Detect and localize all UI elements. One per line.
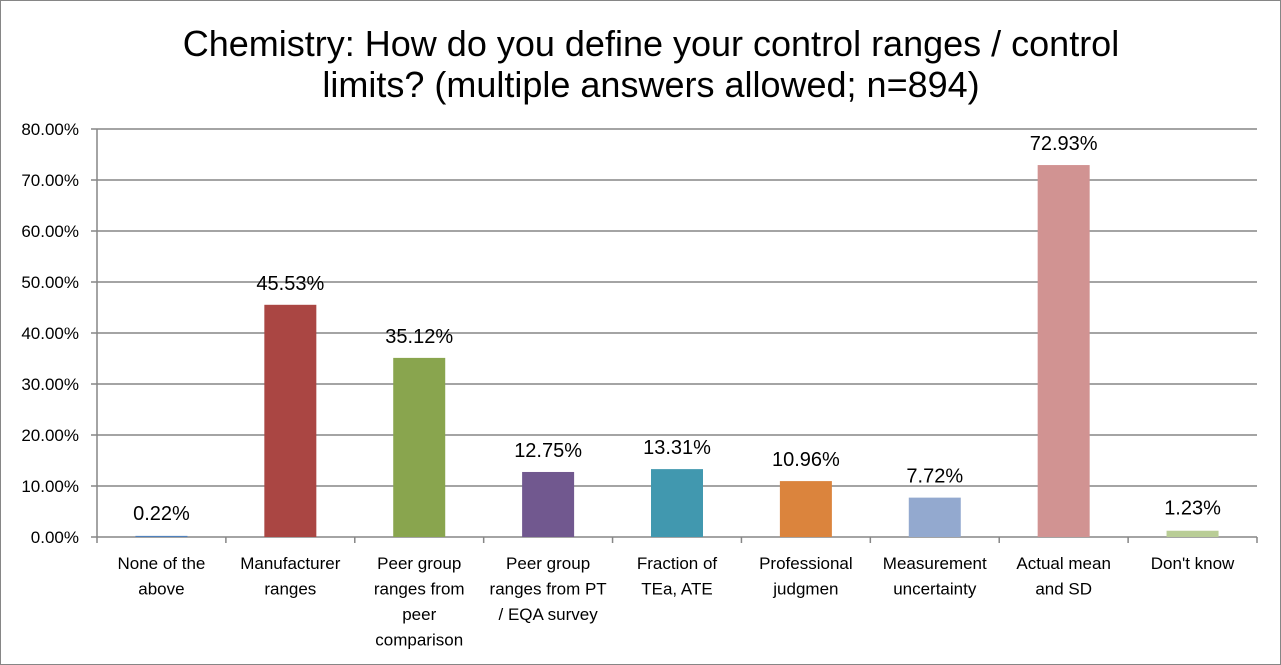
y-tick-label: 80.00%	[21, 120, 79, 139]
y-tick-label: 60.00%	[21, 222, 79, 241]
data-label: 72.93%	[1030, 133, 1098, 155]
data-label: 0.22%	[133, 503, 190, 525]
category-label-line: Measurement	[883, 554, 987, 573]
bar	[522, 471, 575, 537]
bar	[1166, 530, 1219, 537]
category-label-line: ranges from PT	[490, 580, 607, 599]
y-tick-label: 70.00%	[21, 171, 79, 190]
data-label: 12.75%	[514, 440, 582, 462]
data-label: 1.23%	[1164, 498, 1221, 520]
category-label-line: TEa, ATE	[641, 580, 713, 599]
category-label-line: above	[138, 580, 184, 599]
category-label-line: / EQA survey	[499, 605, 599, 624]
category-label: Fraction of TEa, ATE	[637, 554, 718, 599]
bars	[135, 165, 1219, 537]
category-label-line: uncertainty	[893, 580, 977, 599]
category-label: Measurement uncertainty	[883, 554, 987, 599]
bar	[393, 357, 446, 537]
data-label: 45.53%	[256, 273, 324, 295]
category-label-line: and SD	[1035, 580, 1092, 599]
bar	[779, 481, 832, 537]
data-label: 10.96%	[772, 449, 840, 471]
category-label-line: Peer group	[377, 554, 461, 573]
category-label: None of the above	[117, 554, 205, 599]
category-label-line: Manufacturer	[240, 554, 340, 573]
y-tick-label: 40.00%	[21, 324, 79, 343]
chart-title: Chemistry: How do you define your contro…	[141, 23, 1161, 105]
category-label-line: ranges from	[374, 580, 465, 599]
data-label: 7.72%	[906, 466, 963, 488]
chart-title-line-2: limits? (multiple answers allowed; n=894…	[322, 64, 980, 105]
bar	[135, 535, 188, 537]
category-label-line: judgmen	[772, 580, 838, 599]
category-label-line: Peer group	[506, 554, 590, 573]
category-label: Peer group ranges from peer comparison	[374, 554, 465, 650]
category-label-line: ranges	[264, 580, 316, 599]
data-label: 13.31%	[643, 437, 711, 459]
category-label-line: comparison	[375, 631, 463, 650]
category-label-line: peer	[402, 605, 436, 624]
bar	[1037, 165, 1090, 537]
category-label-line: Actual mean	[1016, 554, 1111, 573]
category-label-line: Don't know	[1151, 554, 1235, 573]
bar	[908, 497, 961, 537]
bar	[264, 304, 317, 537]
category-label: Manufacturer ranges	[240, 554, 340, 599]
category-label-line: Professional	[759, 554, 853, 573]
category-label: Peer group ranges from PT / EQA survey	[490, 554, 607, 624]
y-tick-label: 30.00%	[21, 375, 79, 394]
category-label: Professional judgmen	[759, 554, 853, 599]
category-label: Actual mean and SD	[1016, 554, 1111, 599]
data-labels: 0.22% 45.53% 35.12% 12.75% 13.31% 10.96% 7.72%…	[133, 133, 1221, 525]
y-tick-label: 20.00%	[21, 426, 79, 445]
y-tick-label: 10.00%	[21, 477, 79, 496]
y-tick-label: 0.00%	[31, 528, 79, 547]
category-label: Don't know	[1151, 554, 1235, 573]
category-label-line: Fraction of	[637, 554, 718, 573]
data-label: 35.12%	[385, 326, 453, 348]
chart-title-line-1: Chemistry: How do you define your contro…	[182, 23, 1120, 64]
bar	[651, 469, 703, 537]
category-labels: None of the above Manufacturer ranges Peer g…	[117, 554, 1235, 650]
y-tick-label: 50.00%	[21, 273, 79, 292]
category-label-line: None of the	[117, 554, 205, 573]
